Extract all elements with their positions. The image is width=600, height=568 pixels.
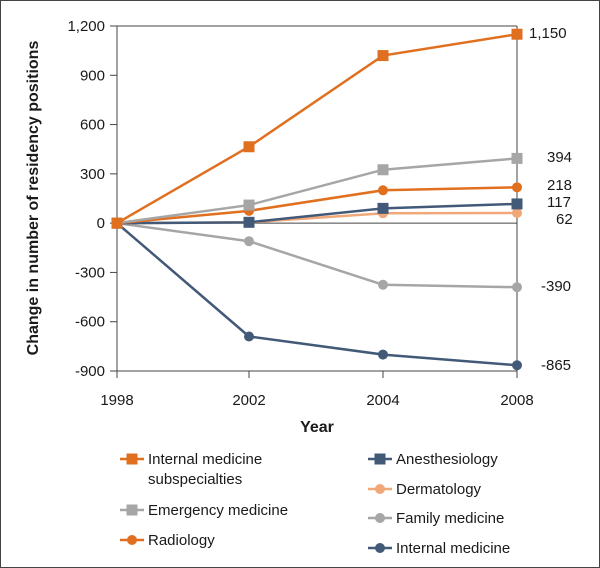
legend-swatch-marker <box>375 484 385 494</box>
y-tick-label: 900 <box>80 67 105 84</box>
legend-label: Internal medicine <box>148 451 262 468</box>
y-tick-label: 300 <box>80 166 105 183</box>
data-point-family-medicine <box>512 282 522 293</box>
series-line-family-medicine <box>116 221 518 289</box>
legend-item-anesthesiology: Anesthesiology <box>368 451 498 468</box>
series-line-internal-medicine-subspecialties <box>116 32 518 225</box>
x-tick-label: 2008 <box>500 392 533 409</box>
series-lines <box>116 32 518 367</box>
legend-label: Dermatology <box>396 481 482 498</box>
legend-swatch-marker <box>126 504 138 516</box>
series-line-anesthesiology <box>116 202 518 225</box>
legend-item-family-medicine: Family medicine <box>368 510 504 527</box>
end-label-internal-medicine-subspecialties: 1,150 <box>529 25 567 42</box>
legend-item-dermatology: Dermatology <box>368 481 482 498</box>
legend-label: Family medicine <box>396 510 504 527</box>
series-markers <box>111 28 523 371</box>
legend-swatch-marker <box>127 535 137 545</box>
legend-item-internal-medicine: Internal medicine <box>368 540 510 557</box>
axes: -900 -600 -300 0 300 600 900 1,200 1998 2002 2004 2… <box>67 18 533 409</box>
y-tick-label: 1,200 <box>67 18 105 35</box>
data-point-radiology <box>512 182 522 193</box>
legend: Internal medicine subspecialties Emergency… <box>120 451 510 557</box>
y-tick-label: 0 <box>97 215 105 232</box>
data-point-anesthesiology <box>243 216 255 228</box>
series-line-internal-medicine <box>116 222 518 367</box>
data-point-emergency-medicine <box>243 199 255 211</box>
end-label-internal-medicine: -865 <box>541 357 571 374</box>
end-label-family-medicine: -390 <box>541 278 571 295</box>
legend-item-internal-medicine-subspecialties: Internal medicine subspecialties <box>120 451 262 488</box>
legend-swatch-marker <box>375 513 385 523</box>
end-label-dermatology: 62 <box>556 211 573 228</box>
x-tick-label: 2002 <box>232 392 265 409</box>
x-tick-label: 2004 <box>366 392 399 409</box>
y-tick-label: -600 <box>75 314 105 331</box>
legend-label: subspecialties <box>148 471 242 488</box>
end-label-anesthesiology: 117 <box>547 194 571 211</box>
data-point-anesthesiology <box>511 198 523 210</box>
legend-label: Internal medicine <box>396 540 510 557</box>
data-point-internal-medicine-subspecialties <box>111 217 123 229</box>
x-tick-label: 1998 <box>100 392 133 409</box>
legend-label: Radiology <box>148 532 215 549</box>
legend-swatch-marker <box>375 543 385 553</box>
legend-item-emergency-medicine: Emergency medicine <box>120 502 288 519</box>
series-line-emergency-medicine <box>116 157 518 225</box>
x-axis-title: Year <box>300 419 334 436</box>
data-point-family-medicine <box>378 279 388 290</box>
legend-swatch-marker <box>374 453 386 465</box>
y-axis-title: Change in number of residency positions <box>25 41 42 356</box>
y-tick-label: -900 <box>75 363 105 380</box>
legend-item-radiology: Radiology <box>120 532 215 549</box>
data-point-internal-medicine-subspecialties <box>511 28 523 40</box>
series-line-radiology <box>116 186 518 225</box>
legend-label: Anesthesiology <box>396 451 498 468</box>
y-tick-label: 600 <box>80 117 105 134</box>
data-point-internal-medicine <box>512 360 522 371</box>
data-point-family-medicine <box>244 236 254 247</box>
data-point-internal-medicine-subspecialties <box>377 50 389 62</box>
data-point-internal-medicine <box>244 331 254 342</box>
data-point-emergency-medicine <box>511 152 523 164</box>
data-point-internal-medicine <box>378 349 388 360</box>
data-point-anesthesiology <box>377 202 389 214</box>
data-point-radiology <box>378 185 388 196</box>
data-point-emergency-medicine <box>377 164 389 176</box>
end-label-radiology: 218 <box>547 177 572 194</box>
legend-label: Emergency medicine <box>148 502 288 519</box>
y-tick-label: -300 <box>75 264 105 281</box>
data-point-dermatology <box>512 207 522 218</box>
end-label-emergency-medicine: 394 <box>547 149 572 166</box>
legend-swatch-marker <box>126 453 138 465</box>
data-point-internal-medicine-subspecialties <box>243 141 255 153</box>
